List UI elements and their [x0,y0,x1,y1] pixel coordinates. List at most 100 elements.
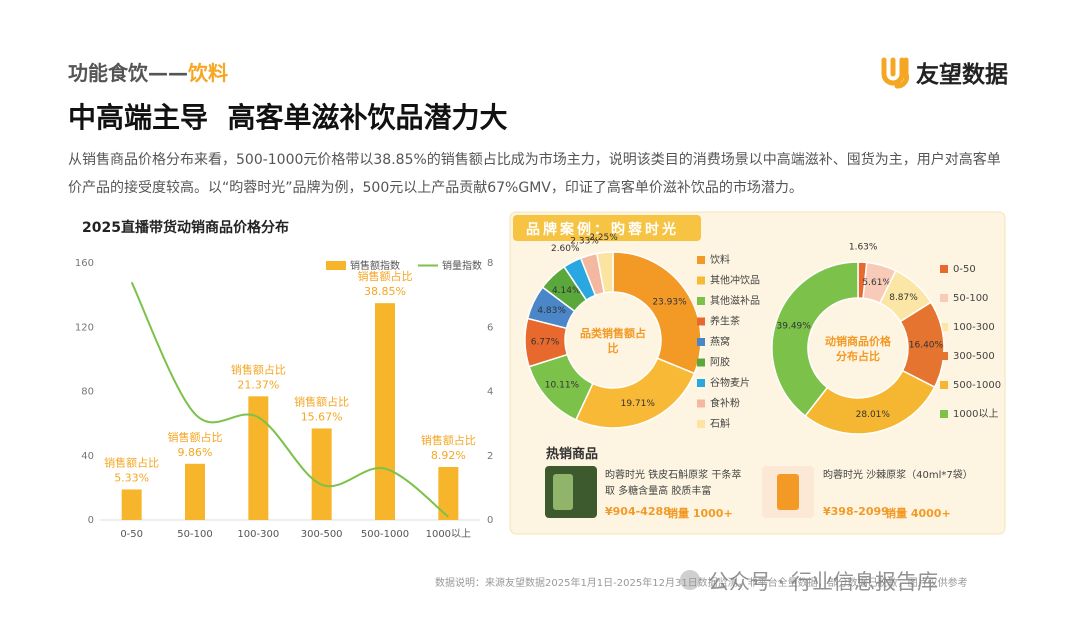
legend-swatch [940,352,948,360]
legend-swatch [697,379,705,387]
legend-swatch [940,381,948,389]
legend-swatch [697,256,705,264]
slice-label: 6.77% [531,338,560,348]
legend-label: 1000以上 [953,408,998,420]
donut-slice [574,357,696,429]
footnote: 数据说明：来源友望数据2025年1月1日-2025年12月31日数据监测，非平台… [435,578,968,589]
legend-label: 50-100 [953,293,988,304]
case-title: 品牌案例：昀蓉时光 [526,222,679,238]
legend-label: 其他滋补品 [710,294,760,307]
slice-label: 4.83% [537,306,566,316]
section: 功能食饮——饮料 [68,57,228,86]
y-tick-label: 80 [81,387,94,398]
bar [248,396,269,520]
y-tick-label: 160 [75,258,94,269]
case-tab [513,215,701,241]
slice-label: 10.11% [545,380,580,390]
slice-label: 2.25% [589,233,618,243]
product-sales: 销量 4000+ [885,507,951,520]
annotation: 5.33% [114,471,149,484]
legend-swatch [697,276,705,285]
annotation: 8.92% [431,449,466,462]
slice-label: 5.61% [862,278,891,288]
legend-label: 养生茶 [710,315,740,328]
legend-label: 300-500 [953,351,995,362]
y-tick-label: 0 [88,515,94,526]
legend-swatch [697,399,705,408]
legend-swatch [697,317,705,326]
slice-label: 1.63% [849,243,878,253]
annotation: 15.67% [301,410,343,423]
slice-label: 8.87% [889,293,918,303]
bar [438,466,459,520]
chart-title: 2025直播带货动销商品价格分布 [82,219,289,236]
annotation-title: 销售额占比 [231,362,286,376]
product-image-detail [553,474,573,510]
donut-slice [804,369,936,435]
annotation-title: 销售额占比 [421,433,476,447]
page-title: 中高端主导 高客单滋补饮品潜力大 [68,101,508,134]
legend-label: 其他冲饮品 [710,274,760,287]
legend-label: 食补粉 [710,397,740,410]
slice-label: 2.33% [570,237,599,247]
legend-label: 500-1000 [953,380,1001,391]
line [130,281,449,518]
annotation-title: 销售额占比 [104,455,159,469]
bar [121,489,142,520]
donut-slice [612,251,702,375]
product-name: 昀蓉时光 铁皮石斛原浆 干条萃取 多糖含量高 胶质丰富 [605,470,742,497]
product-sales: 销量 1000+ [667,507,733,520]
bar [185,463,205,520]
y2-tick-label: 0 [487,515,493,526]
product-price: ¥398-2099 [823,505,889,518]
watermark: 公众号 · 行业信息报告库 [708,570,939,594]
legend-swatch [940,323,948,331]
section-label: 功能食饮—— [68,61,188,85]
description: 从销售商品价格分布来看，500-1000元价格带以38.85%的销售额占比成为市… [68,152,1001,196]
y2-tick-label: 8 [487,258,493,269]
legend-swatch [940,294,948,302]
annotation: 21.37% [237,378,279,391]
legend-label: 饮料 [710,253,730,266]
legend-swatch [940,410,948,418]
watermark-icon [680,570,700,590]
section-highlight: 饮料 [188,61,228,85]
legend-swatch [697,297,705,305]
legend-label: 销售额指数 [350,259,400,272]
x-tick-label: 100-300 [237,529,279,540]
slice-label: 16.40% [909,341,944,351]
x-tick-label: 50-100 [177,529,212,540]
bar [311,428,332,520]
slice-label: 28.01% [856,410,891,420]
legend-label: 阿胶 [710,356,730,369]
slice-label: 4.14% [552,286,581,296]
brand-logo [881,57,909,89]
annotation-title: 销售额占比 [294,394,349,408]
hot-title: 热销商品 [546,447,599,462]
donut-slice [771,261,859,417]
bar [375,303,395,520]
legend-swatch [697,358,705,367]
donut-title: 品类销售额占比 [580,327,646,355]
legend-swatch [697,420,705,428]
y-tick-label: 40 [81,451,94,462]
annotation: 38.85% [364,285,406,298]
legend-label: 0-50 [953,264,976,275]
legend-label: 燕窝 [710,335,730,348]
x-tick-label: 300-500 [301,529,343,540]
donut-title: 动销商品价格分布占比 [825,335,891,363]
product-price: ¥904-4288 [605,505,671,518]
legend-label: 谷物麦片 [710,376,750,389]
product-name: 昀蓉时光 沙棘原浆（40ml*7袋） [823,470,973,481]
legend-swatch [697,338,705,346]
legend-label: 100-300 [953,322,995,333]
annotation: 9.86% [178,446,213,459]
y2-tick-label: 4 [487,387,493,398]
brand: 友望数据 [916,62,1008,88]
annotation-title: 销售额占比 [358,269,413,283]
y2-tick-label: 6 [487,322,493,333]
x-tick-label: 0-50 [120,529,143,540]
slice-label: 23.93% [652,298,687,308]
